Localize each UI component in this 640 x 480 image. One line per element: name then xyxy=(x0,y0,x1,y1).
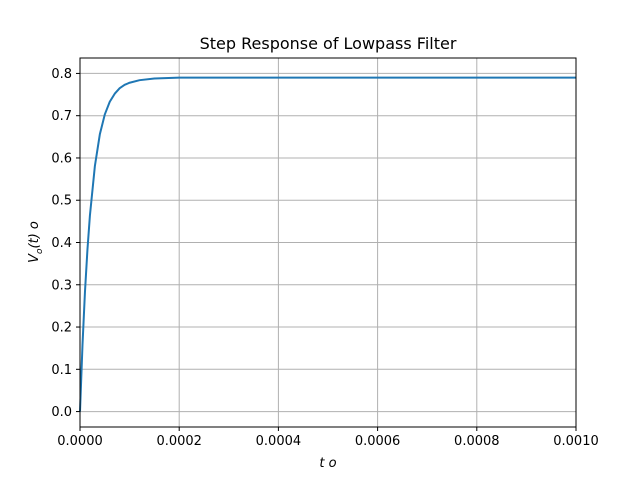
y-tick-label: 0.8 xyxy=(51,67,72,82)
y-axis-label-subscript: o xyxy=(35,248,45,254)
y-tick-label: 0.7 xyxy=(51,109,72,124)
y-tick-label: 0.1 xyxy=(51,363,72,378)
series-line xyxy=(79,76,576,412)
y-tick-label: 0.2 xyxy=(51,321,72,336)
y-tick-label: 0.0 xyxy=(51,405,72,420)
tick-layer: 0.0000 0.0002 0.0004 0.0006 0.0008 0.0010 0.0 0… xyxy=(51,67,598,449)
x-tick-label: 0.0002 xyxy=(156,434,202,449)
y-tick-label: 0.5 xyxy=(51,194,72,209)
x-tick-label: 0.0008 xyxy=(454,434,500,449)
x-tick-label: 0.0010 xyxy=(553,434,599,449)
y-tick-label: 0.6 xyxy=(51,151,72,166)
x-tick-label: 0.0000 xyxy=(57,434,103,449)
x-tick-label: 0.0006 xyxy=(355,434,401,449)
y-tick-label: 0.3 xyxy=(51,278,72,293)
y-axis-label-rest: (t) o xyxy=(27,221,42,248)
y-axis-label-main: V xyxy=(27,253,42,263)
y-tick-label: 0.4 xyxy=(51,236,72,251)
chart-title: Step Response of Lowpass Filter xyxy=(200,34,457,53)
x-tick-label: 0.0004 xyxy=(256,434,302,449)
x-axis-label: t o xyxy=(319,456,336,471)
series-layer xyxy=(79,76,576,412)
y-axis-label: Vo(t) o xyxy=(27,221,45,263)
